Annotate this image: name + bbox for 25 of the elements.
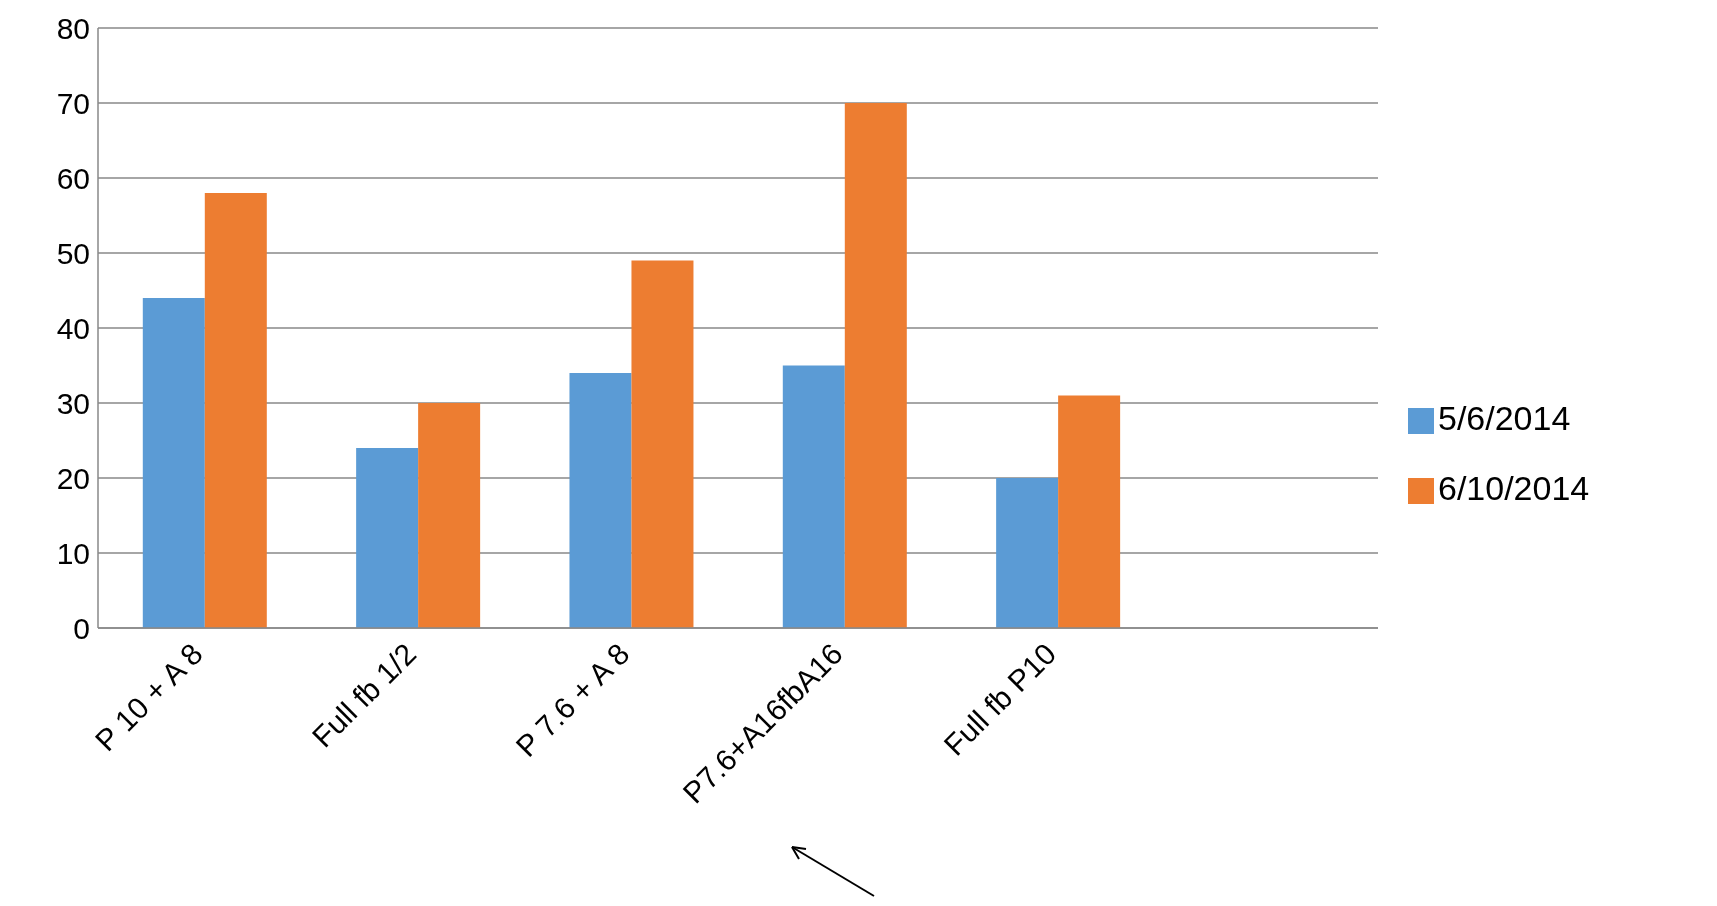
bar — [418, 403, 481, 628]
y-tick-label: 40 — [56, 311, 90, 345]
x-tick-label: Full fb P10 — [937, 636, 1063, 762]
x-tick-label: Full fb 1/2 — [305, 636, 423, 754]
legend-label: 5/6/2014 — [1438, 399, 1571, 437]
bar — [356, 448, 419, 628]
y-tick-label: 20 — [56, 461, 90, 495]
bar — [569, 373, 632, 628]
y-tick-label: 70 — [56, 86, 90, 120]
bar — [1058, 395, 1121, 628]
y-tick-label: 0 — [73, 611, 90, 645]
y-tick-label: 60 — [56, 161, 90, 195]
bar — [844, 103, 907, 628]
bar — [996, 478, 1059, 628]
legend-label: 6/10/2014 — [1438, 469, 1590, 507]
bar — [204, 193, 267, 628]
x-tick-label: P 7.6 + A 8 — [509, 636, 636, 764]
x-tick-label: P 10 + A 8 — [88, 636, 209, 758]
bar — [631, 260, 694, 628]
y-tick-label: 80 — [56, 11, 90, 45]
y-tick-label: 10 — [56, 536, 90, 570]
bar — [142, 298, 205, 628]
y-tick-label: 30 — [56, 386, 90, 420]
bar — [782, 365, 845, 628]
y-tick-label: 50 — [56, 236, 90, 270]
